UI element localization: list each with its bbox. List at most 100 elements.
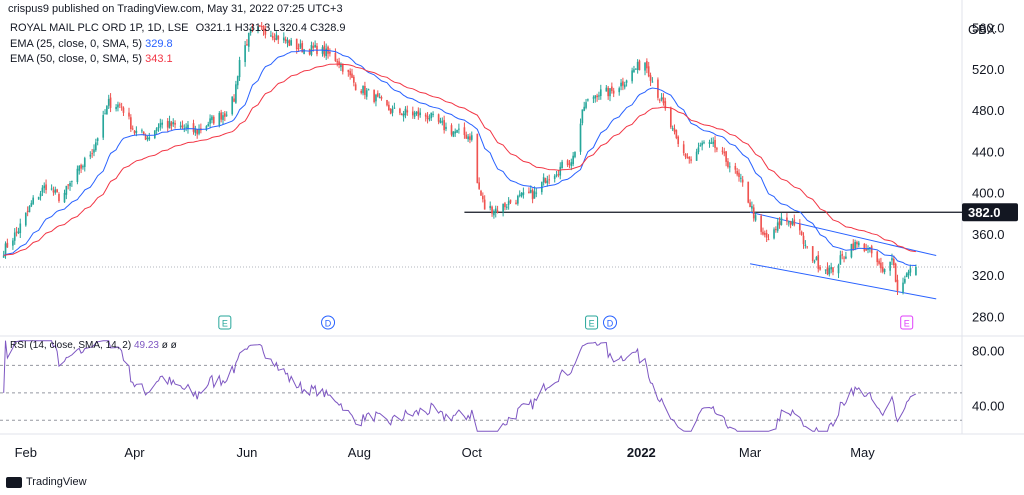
- candle-body: [76, 168, 79, 183]
- candle-body: [340, 63, 342, 68]
- candle-body: [483, 199, 486, 210]
- price-tick-label: 360.0: [972, 227, 1005, 242]
- candle-body: [712, 141, 715, 144]
- candle-body: [351, 73, 353, 78]
- support-label: 382.0: [968, 205, 1001, 220]
- ohlc-open: 321.1: [204, 22, 232, 34]
- candle-body: [259, 25, 261, 27]
- candle-body: [883, 268, 886, 273]
- candle-body: [174, 123, 176, 125]
- dividend-marker-label: D: [607, 319, 614, 329]
- dividend-marker-label: D: [325, 319, 332, 329]
- candle-body: [819, 267, 821, 270]
- candle-body: [131, 128, 134, 130]
- earnings-marker-icon: [585, 315, 599, 330]
- candle-body: [467, 136, 469, 140]
- candle-body: [839, 255, 842, 265]
- candle-body: [605, 87, 608, 92]
- candle-body: [43, 185, 46, 189]
- candle-body: [117, 104, 119, 108]
- time-tick-label: Apr: [124, 445, 145, 460]
- ohlc-low-label: L: [273, 22, 280, 34]
- candle-body: [618, 88, 621, 93]
- axes: 560.0 520.0 480.0 440.0 400.0 360.0 320.0 280.0…: [15, 21, 1018, 460]
- candle-body: [904, 279, 906, 283]
- candle-body: [800, 231, 803, 236]
- candle-body: [740, 177, 742, 179]
- candle-body: [751, 206, 753, 209]
- candle-body: [507, 201, 510, 205]
- candle-body: [257, 26, 259, 31]
- candle-body: [282, 37, 285, 41]
- candle-body: [548, 179, 551, 181]
- candle-body: [329, 51, 331, 54]
- candle-body: [157, 127, 160, 129]
- tradingview-logo: TradingView: [6, 476, 87, 488]
- candle-body: [585, 102, 587, 108]
- candle-body: [153, 130, 156, 139]
- candle-body: [662, 97, 665, 104]
- ema50-line: [3, 63, 916, 256]
- candle-body: [222, 115, 224, 120]
- candle-body: [284, 39, 287, 42]
- candle-body: [179, 125, 182, 127]
- candle-body: [247, 32, 250, 47]
- candle-body: [314, 44, 316, 48]
- candle-body: [4, 243, 7, 255]
- candle-body: [375, 94, 377, 102]
- candle-body: [155, 128, 158, 131]
- candle-body: [353, 76, 355, 83]
- candle-body: [845, 256, 847, 259]
- candle-body: [504, 203, 506, 208]
- candle-body: [37, 196, 40, 200]
- candle-body: [181, 125, 184, 128]
- candle-body: [594, 95, 597, 99]
- candle-body: [915, 266, 917, 276]
- candle-body: [907, 271, 910, 276]
- candle-body: [708, 141, 711, 144]
- earnings-marker-label: E: [222, 319, 228, 329]
- candle-body: [299, 43, 302, 48]
- candle-body: [235, 84, 237, 103]
- candle-body: [6, 242, 9, 248]
- candle-body: [598, 95, 600, 97]
- candle-body: [723, 151, 726, 154]
- candle-body: [107, 98, 110, 106]
- candle-body: [166, 121, 169, 128]
- candle-body: [218, 113, 221, 126]
- candle-body: [224, 113, 226, 117]
- candle-body: [773, 229, 775, 239]
- candle-body: [80, 164, 82, 169]
- candle-body: [509, 199, 512, 203]
- candle-body: [553, 175, 556, 179]
- candle-body: [89, 154, 92, 157]
- candle-body: [209, 118, 211, 124]
- currency-label: GBX: [968, 22, 996, 37]
- candle-body: [194, 129, 197, 133]
- candle-body: [902, 282, 904, 293]
- time-tick-label: Aug: [348, 445, 371, 460]
- ema50-value: 343.1: [145, 53, 173, 65]
- candle-body: [376, 93, 379, 97]
- candle-body: [789, 222, 792, 225]
- candle-body: [611, 86, 613, 92]
- ema25-legend: EMA (25, close, 0, SMA, 5) 329.8: [10, 38, 173, 50]
- candle-body: [749, 202, 751, 208]
- candle-body: [802, 235, 805, 245]
- candle-body: [671, 128, 674, 130]
- candle-body: [2, 255, 5, 258]
- candle-body: [559, 166, 562, 176]
- rsi-na-2: ø: [170, 340, 177, 351]
- candle-body: [146, 137, 149, 140]
- candle-body: [264, 28, 267, 35]
- candle-body: [686, 157, 689, 159]
- candle-body: [574, 151, 576, 158]
- candle-body: [811, 246, 814, 261]
- symbol-legend: ROYAL MAIL PLC ORD 1P, 1D, LSE O321.1 H3…: [10, 22, 345, 34]
- candle-body: [441, 121, 444, 123]
- candle-body: [303, 49, 305, 55]
- candle-body: [71, 180, 73, 182]
- candle-body: [533, 191, 536, 199]
- symbol-name: ROYAL MAIL PLC ORD 1P, 1D, LSE: [10, 22, 189, 34]
